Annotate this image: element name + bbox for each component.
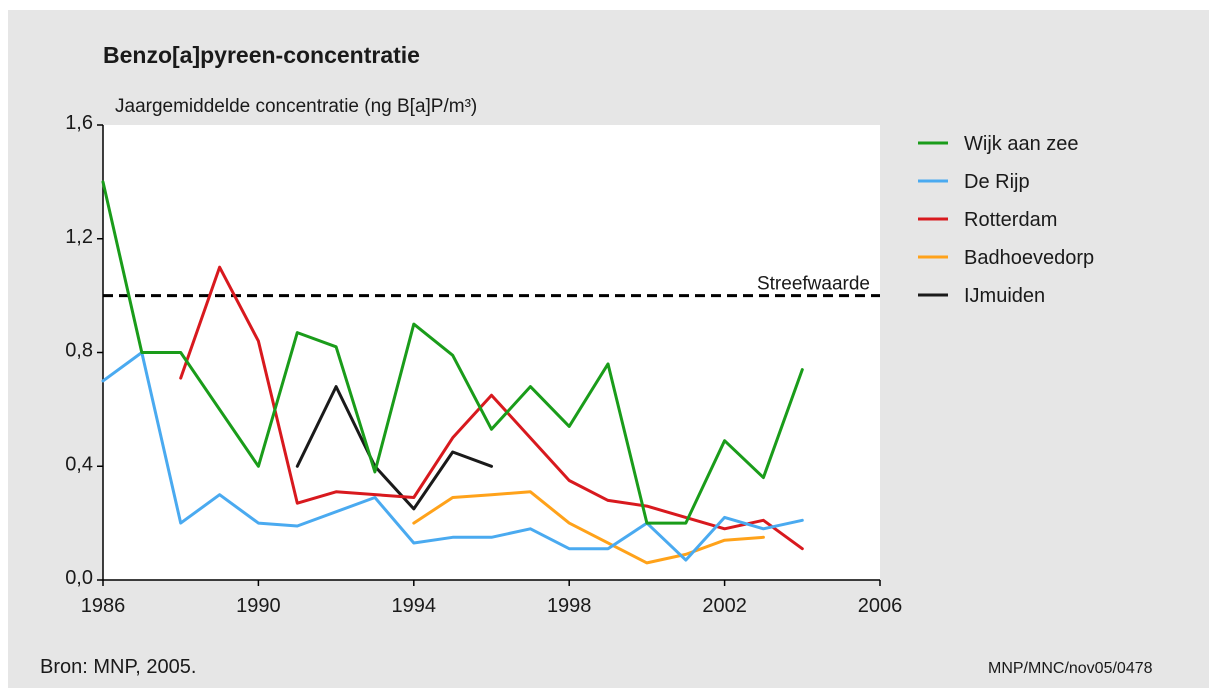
x-tick-label: 1990 (236, 595, 281, 617)
chart-title: Benzo[a]pyreen-concentratie (103, 42, 420, 68)
x-tick-label: 1986 (81, 595, 126, 617)
legend-label-ijmuiden: IJmuiden (964, 285, 1045, 307)
y-axis-label: Jaargemiddelde concentratie (ng B[a]P/m³… (115, 96, 478, 117)
figure-code: MNP/MNC/nov05/0478 (988, 660, 1153, 677)
legend-label-rotterdam: Rotterdam (964, 209, 1057, 231)
series-line-rotterdam (179, 265, 804, 551)
y-tick-label: 0,8 (65, 340, 93, 362)
y-tick-label: 0,0 (65, 567, 93, 589)
reference-line-label: Streefwaarde (757, 274, 870, 295)
plot-area (103, 125, 880, 580)
series-line-badhoevedorp (412, 490, 765, 565)
x-tick-label: 1998 (547, 595, 592, 617)
x-tick-label: 2006 (858, 595, 903, 617)
x-tick-label: 2002 (702, 595, 747, 617)
series-line-wijk-aan-zee (101, 180, 804, 525)
y-tick-label: 0,4 (65, 453, 93, 475)
source-note: Bron: MNP, 2005. (40, 656, 197, 678)
legend-label-badhoevedorp: Badhoevedorp (964, 247, 1094, 269)
x-tick-label: 1994 (392, 595, 437, 617)
series-line-ijmuiden (295, 385, 493, 511)
legend-label-wijk-aan-zee: Wijk aan zee (964, 133, 1079, 155)
series-line-de-rijp (101, 351, 804, 562)
y-tick-label: 1,2 (65, 226, 93, 248)
legend-label-de-rijp: De Rijp (964, 171, 1030, 193)
y-tick-label: 1,6 (65, 112, 93, 134)
